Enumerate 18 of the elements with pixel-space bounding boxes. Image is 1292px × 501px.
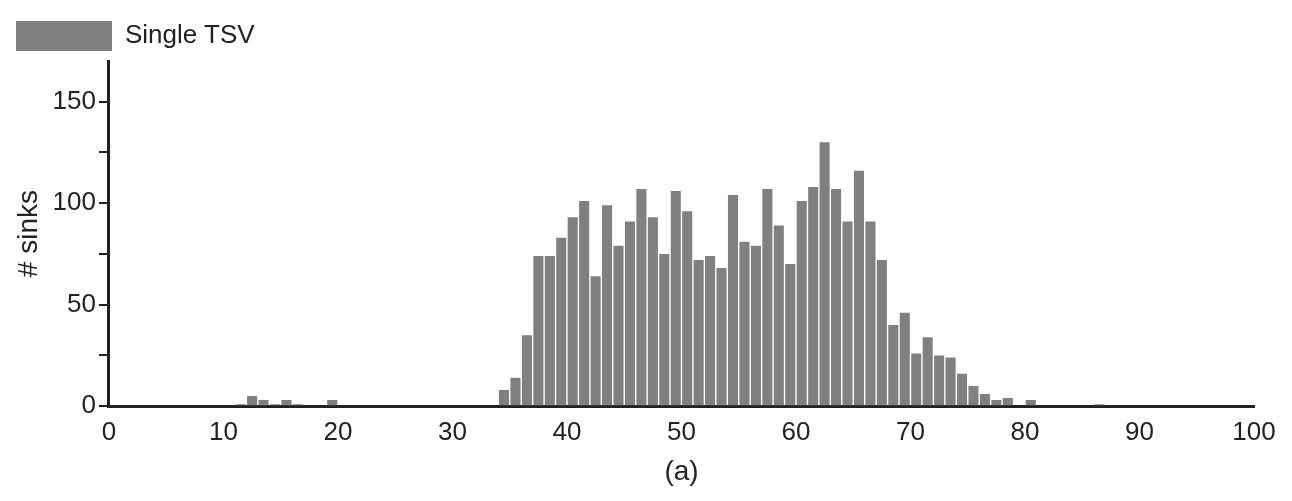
x-tick-label: 0	[101, 415, 117, 446]
x-tick-label: 70	[896, 415, 925, 446]
legend-label: Single TSV	[125, 19, 256, 50]
x-tick-label: 90	[1125, 415, 1154, 446]
y-tick-label: 50	[67, 287, 96, 318]
x-tick-label: 30	[438, 415, 467, 446]
y-tick-label: 100	[52, 186, 96, 217]
x-tick-label: 50	[667, 415, 696, 446]
x-tick-label: 10	[209, 415, 238, 446]
y-axis-title: # sinks	[11, 190, 43, 278]
x-tick-label: 60	[781, 415, 811, 446]
y-tick-label: 0	[81, 389, 96, 420]
x-tick-label: 20	[323, 415, 353, 446]
x-tick-label: 40	[552, 415, 582, 446]
x-tick-label: 100	[1232, 415, 1276, 446]
y-tick-label: 150	[52, 84, 96, 115]
x-tick-label: 80	[1010, 415, 1040, 446]
x-axis-title: (a)	[664, 454, 699, 486]
